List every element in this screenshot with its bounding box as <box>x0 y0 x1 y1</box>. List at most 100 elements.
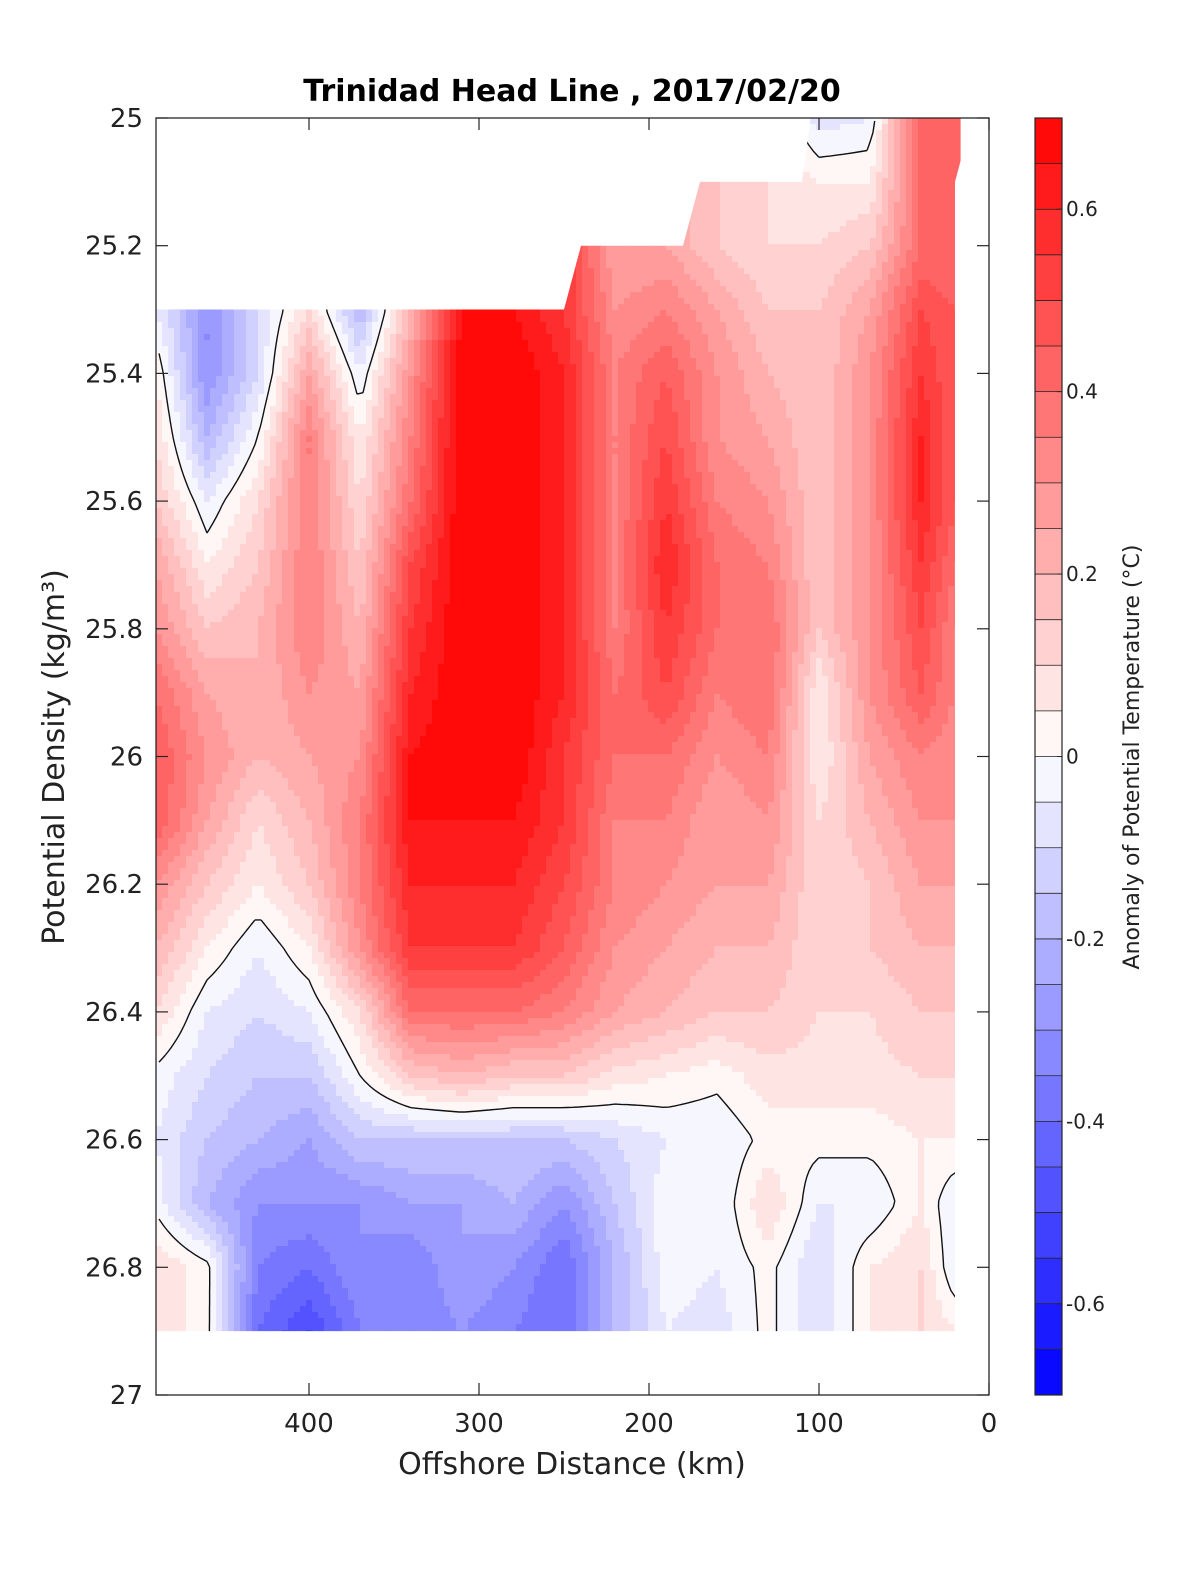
heatmap-cell <box>702 280 709 287</box>
heatmap-cell <box>768 226 775 233</box>
heatmap-cell <box>744 322 751 329</box>
heatmap-cell <box>864 232 871 239</box>
heatmap-cell <box>906 184 913 191</box>
heatmap-cell <box>936 178 943 185</box>
heatmap-cell <box>834 304 841 311</box>
heatmap-cell <box>948 190 955 197</box>
heatmap-cell <box>492 334 499 341</box>
heatmap-cell <box>714 238 721 245</box>
heatmap-cell <box>396 334 403 341</box>
heatmap-cell <box>774 274 781 281</box>
heatmap-cell <box>888 316 895 323</box>
heatmap-cell <box>366 316 373 323</box>
heatmap-cell <box>564 304 571 311</box>
heatmap-cell <box>912 160 919 167</box>
heatmap-cell <box>618 280 625 287</box>
heatmap-cell <box>216 328 223 335</box>
heatmap-cell <box>894 190 901 197</box>
heatmap-cell <box>156 328 163 335</box>
heatmap-cell <box>906 298 913 305</box>
heatmap-cell <box>732 298 739 305</box>
heatmap-cell <box>738 214 745 221</box>
heatmap-cell <box>396 328 403 335</box>
heatmap-cell <box>738 280 745 287</box>
heatmap-cell <box>846 208 853 215</box>
heatmap-cell <box>750 262 757 269</box>
heatmap-cell <box>756 196 763 203</box>
heatmap-cell <box>672 334 679 341</box>
heatmap-cell <box>882 322 889 329</box>
heatmap-cell <box>726 262 733 269</box>
heatmap-cell <box>906 292 913 299</box>
heatmap-cell <box>936 160 943 167</box>
heatmap-cell <box>906 172 913 179</box>
heatmap-cell <box>732 238 739 245</box>
heatmap-cell <box>204 334 211 341</box>
heatmap-cell <box>804 310 811 317</box>
heatmap-cell <box>480 328 487 335</box>
heatmap-cell <box>882 136 889 143</box>
heatmap-cell <box>564 322 571 329</box>
heatmap-cell <box>894 226 901 233</box>
heatmap-cell <box>888 298 895 305</box>
heatmap-cell <box>834 142 841 149</box>
heatmap-cell <box>948 208 955 215</box>
heatmap-cell <box>780 244 787 251</box>
heatmap-cell <box>672 328 679 335</box>
heatmap-cell <box>912 220 919 227</box>
heatmap-cell <box>828 118 835 125</box>
heatmap-cell <box>336 322 343 329</box>
heatmap-cell <box>786 316 793 323</box>
heatmap-cell <box>486 316 493 323</box>
heatmap-cell <box>660 268 667 275</box>
heatmap-cell <box>666 298 673 305</box>
heatmap-cell <box>612 304 619 311</box>
heatmap-cell <box>588 334 595 341</box>
heatmap-cell <box>900 142 907 149</box>
heatmap-cell <box>732 196 739 203</box>
heatmap-cell <box>804 220 811 227</box>
heatmap-cell <box>318 310 325 317</box>
heatmap-cell <box>888 220 895 227</box>
heatmap-cell <box>684 268 691 275</box>
heatmap-cell <box>906 310 913 317</box>
heatmap-cell <box>822 124 829 131</box>
heatmap-cell <box>714 334 721 341</box>
heatmap-cell <box>510 316 517 323</box>
heatmap-cell <box>738 226 745 233</box>
heatmap-cell <box>738 298 745 305</box>
heatmap-cell <box>906 142 913 149</box>
heatmap-cell <box>834 250 841 257</box>
heatmap-cell <box>696 334 703 341</box>
heatmap-cell <box>540 316 547 323</box>
heatmap-cell <box>834 208 841 215</box>
heatmap-cell <box>264 328 271 335</box>
heatmap-cell <box>648 310 655 317</box>
heatmap-cell <box>804 316 811 323</box>
heatmap-cell <box>852 154 859 161</box>
heatmap-cell <box>594 250 601 257</box>
heatmap-cell <box>330 328 337 335</box>
heatmap-cell <box>816 316 823 323</box>
heatmap-cell <box>726 184 733 191</box>
heatmap-cell <box>936 316 943 323</box>
heatmap-cell <box>894 280 901 287</box>
heatmap-cell <box>642 328 649 335</box>
heatmap-cell <box>642 322 649 329</box>
heatmap-cell <box>816 280 823 287</box>
heatmap-cell <box>774 262 781 269</box>
heatmap-cell <box>846 328 853 335</box>
heatmap-cell <box>750 256 757 263</box>
heatmap-cell <box>828 250 835 257</box>
heatmap-cell <box>312 310 319 317</box>
heatmap-cell <box>846 268 853 275</box>
heatmap-cell <box>750 244 757 251</box>
heatmap-cell <box>186 334 193 341</box>
heatmap-cell <box>858 124 865 131</box>
heatmap-cell <box>924 238 931 245</box>
heatmap-cell <box>294 328 301 335</box>
heatmap-cell <box>912 322 919 329</box>
heatmap-cell <box>618 298 625 305</box>
heatmap-cell <box>852 286 859 293</box>
heatmap-cell <box>576 328 583 335</box>
